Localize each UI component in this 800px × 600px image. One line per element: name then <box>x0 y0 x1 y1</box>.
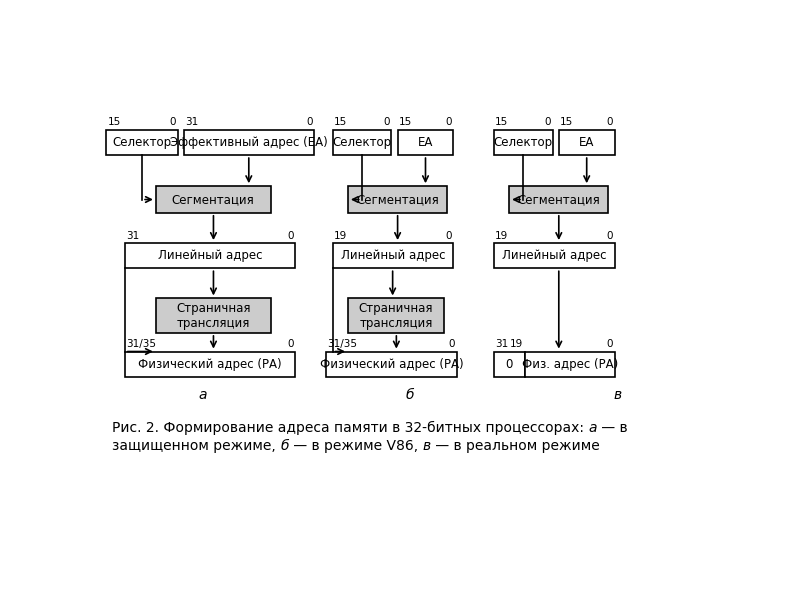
Text: 15: 15 <box>334 118 347 127</box>
Text: Линейный адрес: Линейный адрес <box>502 249 606 262</box>
FancyBboxPatch shape <box>510 186 609 213</box>
Text: а: а <box>589 421 598 435</box>
FancyBboxPatch shape <box>558 130 614 155</box>
Text: Линейный адрес: Линейный адрес <box>341 249 446 262</box>
FancyBboxPatch shape <box>156 186 270 213</box>
Text: 0: 0 <box>446 118 452 127</box>
Text: 0: 0 <box>607 339 614 349</box>
FancyBboxPatch shape <box>494 130 553 155</box>
Text: Физический адрес (РА): Физический адрес (РА) <box>138 358 282 371</box>
FancyBboxPatch shape <box>326 352 457 377</box>
Text: Сегментация: Сегментация <box>172 193 254 206</box>
FancyBboxPatch shape <box>494 243 614 268</box>
Text: Эффективный адрес (ЕА): Эффективный адрес (ЕА) <box>170 136 328 149</box>
Text: Страничная
трансляция: Страничная трансляция <box>358 302 434 330</box>
Text: 0: 0 <box>287 230 294 241</box>
Text: — в режиме V86,: — в режиме V86, <box>289 439 422 453</box>
Text: б: б <box>406 388 414 403</box>
Text: 19: 19 <box>495 230 508 241</box>
FancyBboxPatch shape <box>525 352 614 377</box>
Text: 31: 31 <box>126 230 139 241</box>
Text: Сегментация: Сегментация <box>518 193 600 206</box>
FancyBboxPatch shape <box>125 243 295 268</box>
FancyBboxPatch shape <box>106 130 178 155</box>
Text: 31: 31 <box>495 339 508 349</box>
Text: Селектор: Селектор <box>494 136 553 149</box>
Text: в: в <box>422 439 430 453</box>
Text: 0: 0 <box>446 230 452 241</box>
FancyBboxPatch shape <box>398 130 454 155</box>
Text: 0: 0 <box>607 118 614 127</box>
Text: Сегментация: Сегментация <box>356 193 439 206</box>
Text: Селектор: Селектор <box>332 136 391 149</box>
Text: 0: 0 <box>287 339 294 349</box>
Text: 31/35: 31/35 <box>126 339 156 349</box>
Text: Рис. 2. Формирование адреса памяти в 32-битных процессорах:: Рис. 2. Формирование адреса памяти в 32-… <box>112 421 589 435</box>
Text: 0: 0 <box>506 358 513 371</box>
Text: ЕА: ЕА <box>418 136 433 149</box>
Text: 0: 0 <box>384 118 390 127</box>
Text: — в реальном режиме: — в реальном режиме <box>430 439 599 453</box>
Text: ЕА: ЕА <box>579 136 594 149</box>
Text: Линейный адрес: Линейный адрес <box>158 249 262 262</box>
FancyBboxPatch shape <box>348 186 447 213</box>
Text: б: б <box>281 439 289 453</box>
Text: 19: 19 <box>510 339 523 349</box>
FancyBboxPatch shape <box>494 352 525 377</box>
Text: 0: 0 <box>170 118 176 127</box>
Text: 15: 15 <box>107 118 121 127</box>
Text: Физ. адрес (РА): Физ. адрес (РА) <box>522 358 618 371</box>
FancyBboxPatch shape <box>125 352 295 377</box>
Text: 0: 0 <box>306 118 313 127</box>
Text: 15: 15 <box>495 118 508 127</box>
Text: Страничная
трансляция: Страничная трансляция <box>176 302 250 330</box>
FancyBboxPatch shape <box>348 298 444 333</box>
Text: а: а <box>198 388 206 403</box>
Text: 31: 31 <box>185 118 198 127</box>
Text: защищенном режиме,: защищенном режиме, <box>112 439 281 453</box>
Text: Селектор: Селектор <box>112 136 171 149</box>
Text: 0: 0 <box>545 118 551 127</box>
Text: в: в <box>614 388 622 403</box>
Text: 0: 0 <box>607 230 614 241</box>
Text: 15: 15 <box>560 118 574 127</box>
Text: 15: 15 <box>399 118 412 127</box>
FancyBboxPatch shape <box>333 243 454 268</box>
Text: Физический адрес (РА): Физический адрес (РА) <box>319 358 463 371</box>
FancyBboxPatch shape <box>333 130 391 155</box>
FancyBboxPatch shape <box>156 298 270 333</box>
FancyBboxPatch shape <box>184 130 314 155</box>
Text: 31/35: 31/35 <box>327 339 358 349</box>
Text: — в: — в <box>598 421 628 435</box>
Text: 0: 0 <box>449 339 455 349</box>
Text: 19: 19 <box>334 230 347 241</box>
